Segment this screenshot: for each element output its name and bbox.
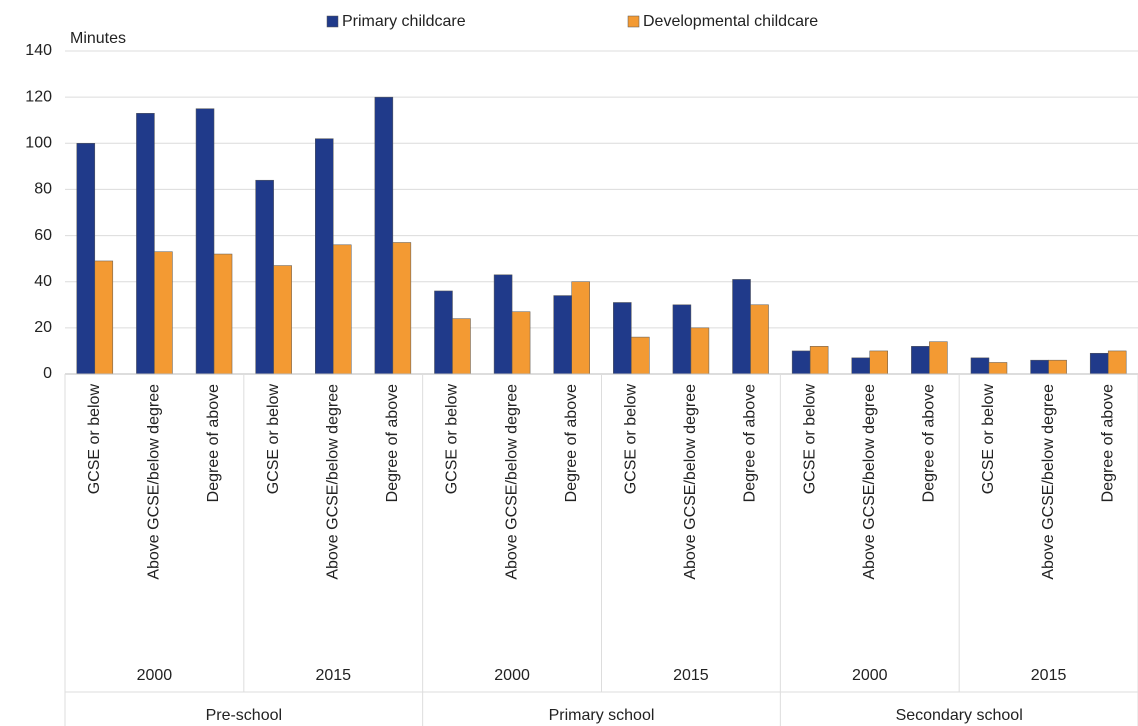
year-label: 2015 [1031,667,1067,684]
school-label: Primary school [549,707,655,724]
legend-label: Developmental childcare [643,13,818,30]
x-tick-label: GCSE or below [980,384,997,495]
legend-swatch [326,15,339,28]
bar [553,295,572,375]
x-tick-label: GCSE or below [444,384,461,495]
legend-swatch [627,15,640,28]
bar [571,281,590,375]
bar [333,244,352,375]
bar [613,302,632,375]
bar [195,108,215,375]
x-tick-label: Degree of above [742,384,759,502]
bar [809,346,829,375]
bar [94,260,114,375]
bar [136,113,155,375]
x-tick-label: Above GCSE/below degree [146,384,163,580]
year-label: 2000 [137,667,173,684]
bar [1089,352,1109,375]
y-tick-label: 0 [43,365,52,382]
x-tick-label: Degree of above [205,384,222,502]
y-tick-label: 100 [25,135,52,152]
bar [511,311,531,375]
bar [392,242,412,375]
legend-label: Primary childcare [342,13,466,30]
year-label: 2015 [315,667,351,684]
y-tick-label: 140 [25,42,52,59]
bar [1048,359,1067,375]
bar [869,350,888,375]
bar [255,179,274,375]
bar [672,304,692,375]
bar [1107,350,1127,375]
y-axis-label: Minutes [70,30,126,47]
bar [452,318,471,375]
bar [493,274,513,375]
bar [970,357,990,375]
bar [988,362,1008,375]
x-tick-label: Degree of above [921,384,938,502]
x-tick-label: Degree of above [1099,384,1116,502]
year-label: 2000 [852,667,888,684]
y-tick-label: 20 [34,319,52,336]
school-label: Secondary school [896,707,1023,724]
x-tick-label: GCSE or below [801,384,818,495]
y-tick-label: 120 [25,88,52,105]
bar [213,253,233,375]
bar [631,336,650,375]
x-tick-label: Above GCSE/below degree [503,384,520,580]
bar [273,265,292,375]
year-label: 2015 [673,667,709,684]
x-tick-label: GCSE or below [86,384,103,495]
bar [374,96,394,375]
x-tick-label: GCSE or below [623,384,640,495]
bar [76,143,96,375]
x-tick-label: Above GCSE/below degree [861,384,878,580]
x-tick-label: Degree of above [384,384,401,502]
x-tick-label: Degree of above [563,384,580,502]
bar [690,327,710,375]
bar [851,357,870,375]
bar [1030,359,1049,375]
bar [732,279,751,375]
bar [434,290,453,375]
y-tick-label: 80 [34,181,52,198]
bar [911,346,930,375]
school-label: Pre-school [206,707,282,724]
x-tick-label: Above GCSE/below degree [682,384,699,580]
bar [929,341,948,375]
x-tick-label: Above GCSE/below degree [324,384,341,580]
year-label: 2000 [494,667,530,684]
bar [154,251,173,375]
x-tick-label: Above GCSE/below degree [1040,384,1057,580]
y-tick-label: 40 [34,273,52,290]
x-tick-label: GCSE or below [265,384,282,495]
y-tick-label: 60 [34,227,52,244]
bar [315,138,334,375]
bar [791,350,811,375]
bar [750,304,769,375]
